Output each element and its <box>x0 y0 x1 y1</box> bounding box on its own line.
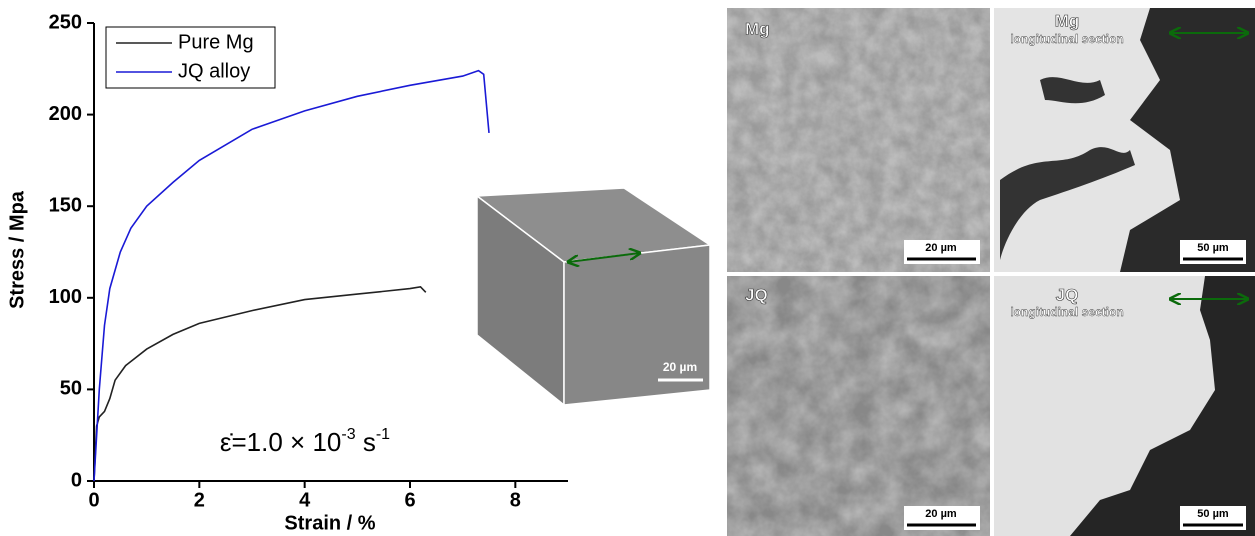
image-texture <box>727 276 990 536</box>
micrograph: JQ longitudinal section 50 µm <box>994 276 1255 536</box>
scale-bar-label: 20 µm <box>925 508 957 520</box>
annotation-part: -1 <box>376 426 390 443</box>
x-tick-label: 2 <box>194 489 205 511</box>
x-tick-label: 0 <box>88 489 99 511</box>
scale-bar-label: 20 µm <box>663 360 697 374</box>
x-tick-label: 6 <box>404 489 415 511</box>
image-texture <box>727 8 990 272</box>
image-sublabel: longitudinal section <box>1010 32 1123 46</box>
micrograph: Mg 20 µm <box>727 8 990 272</box>
x-axis-label: Strain / % <box>284 512 375 534</box>
line <box>94 71 489 481</box>
image-label: Mg <box>745 19 770 38</box>
y-tick-label: 50 <box>60 378 82 400</box>
y-tick-label: 0 <box>71 469 82 491</box>
y-axis-label: Stress / Mpa <box>6 190 28 309</box>
micrograph: Mg longitudinal section 50 µm <box>994 8 1255 272</box>
figure: 20 µm Mg 20 µm Mg longitudinal section 5… <box>0 0 1255 536</box>
y-tick-label: 250 <box>49 11 82 33</box>
scale-bar-label: 50 µm <box>1197 508 1229 520</box>
y-tick-label: 200 <box>49 103 82 125</box>
legend-label: Pure Mg <box>178 31 254 53</box>
x-tick-label: 8 <box>510 489 521 511</box>
scale-bar-label: 20 µm <box>925 242 957 254</box>
legend-label: JQ alloy <box>178 60 250 82</box>
annotation-part: ε̇=1.0 × 10 <box>220 427 341 457</box>
x-tick-label: 4 <box>299 489 311 511</box>
annotation: ε̇=1.0 × 10-3 s-1 <box>220 426 390 457</box>
y-tick-label: 150 <box>49 194 82 216</box>
micrograph: JQ 20 µm <box>727 276 990 536</box>
image-label: Mg <box>1055 11 1080 30</box>
scale-bar-label: 50 µm <box>1197 242 1229 254</box>
y-tick-label: 100 <box>49 286 82 308</box>
image-label: JQ <box>1056 285 1079 304</box>
image-label: JQ <box>745 285 768 304</box>
annotation-part: s <box>356 427 376 457</box>
inset: 20 µm <box>477 188 710 405</box>
image-sublabel: longitudinal section <box>1010 305 1123 319</box>
annotation-part: -3 <box>341 426 355 443</box>
